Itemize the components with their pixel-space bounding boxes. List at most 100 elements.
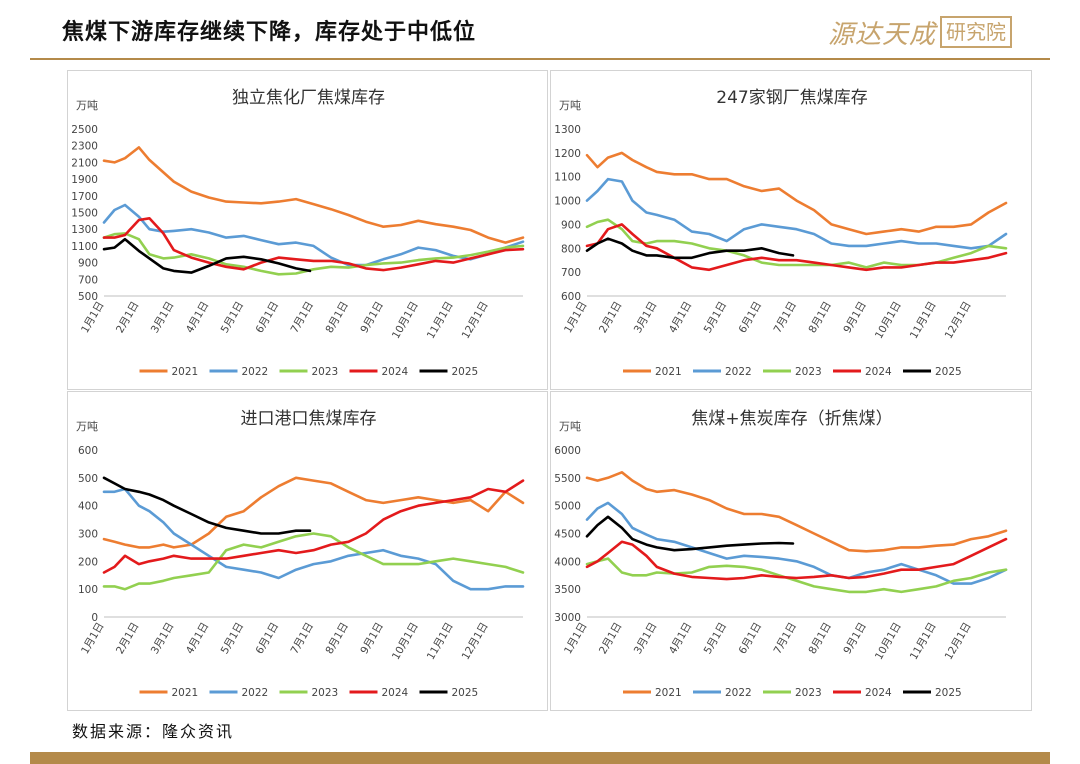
y-tick-label: 1500 [71,208,98,220]
legend-label-2023: 2023 [795,687,822,699]
y-tick-label: 1000 [554,196,581,208]
x-tick-label: 2月1日 [114,300,142,336]
x-tick-label: 5月1日 [219,621,247,657]
y-tick-label: 2300 [71,141,98,153]
x-tick-label: 5月1日 [219,300,247,336]
x-tick-label: 2月1日 [597,621,625,657]
legend-label-2022: 2022 [725,366,752,378]
x-tick-label: 3月1日 [149,300,177,336]
y-tick-label: 400 [78,501,98,513]
x-tick-label: 11月1日 [908,621,939,663]
series-line-2021 [585,471,1008,553]
y-tick-label: 5000 [554,501,581,513]
x-tick-label: 12月1日 [460,300,491,342]
x-tick-label: 4月1日 [667,621,695,657]
series-line-2022 [585,501,1008,585]
x-tick-label: 1月1日 [79,621,107,657]
legend-label-2025: 2025 [452,687,479,699]
y-tick-label: 200 [78,556,98,568]
chart-panel-total-inventory: 焦煤+焦炭库存（折焦煤） 万吨 3000 3500 4000 4500 5000 5500 60… [550,391,1032,711]
x-tick-label: 6月1日 [737,300,765,336]
legend-label-2024: 2024 [382,687,409,699]
y-unit-label: 万吨 [559,420,581,433]
series-line-2024 [102,479,525,574]
y-tick-label: 0 [91,612,98,624]
legend-label-2023: 2023 [312,366,339,378]
x-tick-label: 10月1日 [873,300,904,342]
x-tick-label: 9月1日 [358,621,386,657]
y-tick-label: 4500 [554,529,581,541]
legend-label-2024: 2024 [865,687,892,699]
x-tick-label: 9月1日 [841,300,869,336]
x-tick-label: 8月1日 [323,621,351,657]
y-tick-label: 600 [561,291,581,303]
logo-box-text: 研究院 [940,16,1013,48]
x-tick-label: 3月1日 [632,621,660,657]
series-line-2023 [102,532,525,591]
chart-panel-port-imports: 进口港口焦煤库存 万吨 0 100 200 300 400 500 600 1月1日 2月1日 3月1… [67,391,548,711]
series-line-2025 [585,515,795,552]
y-tick-label: 1200 [554,148,581,160]
legend-label-2023: 2023 [795,366,822,378]
x-tick-label: 10月1日 [390,300,421,342]
legend-label-2023: 2023 [312,687,339,699]
legend-label-2024: 2024 [382,366,409,378]
x-tick-label: 2月1日 [114,621,142,657]
y-tick-label: 600 [78,445,98,457]
page-title: 焦煤下游库存继续下降，库存处于中低位 [62,20,477,45]
series-line-2021 [102,146,525,244]
y-tick-label: 1700 [71,191,98,203]
series-line-2024 [102,217,525,272]
series-line-2021 [102,476,525,549]
legend-label-2024: 2024 [865,366,892,378]
y-tick-label: 3000 [554,612,581,624]
y-tick-label: 800 [561,243,581,255]
y-tick-label: 500 [78,291,98,303]
x-tick-label: 11月1日 [908,300,939,342]
series-line-2024 [585,223,1008,272]
x-tick-label: 7月1日 [289,300,317,336]
x-tick-label: 9月1日 [358,300,386,336]
legend-label-2022: 2022 [242,366,269,378]
y-tick-label: 5500 [554,473,581,485]
y-tick-label: 6000 [554,445,581,457]
legend-label-2022: 2022 [725,687,752,699]
legend-label-2021: 2021 [172,366,199,378]
series-line-2025 [102,476,312,535]
x-tick-label: 8月1日 [323,300,351,336]
x-tick-label: 12月1日 [460,621,491,663]
x-tick-label: 4月1日 [184,300,212,336]
series-line-2022 [585,177,1008,250]
y-tick-label: 1300 [71,224,98,236]
legend-label-2021: 2021 [172,687,199,699]
y-tick-label: 900 [561,219,581,231]
x-tick-label: 12月1日 [943,300,974,342]
x-tick-label: 3月1日 [632,300,660,336]
legend-label-2021: 2021 [655,366,682,378]
y-tick-label: 700 [561,267,581,279]
x-tick-label: 6月1日 [254,300,282,336]
series-line-2023 [102,232,525,276]
x-tick-label: 10月1日 [873,621,904,663]
x-tick-label: 6月1日 [737,621,765,657]
legend-label-2025: 2025 [935,687,962,699]
y-tick-label: 4000 [554,556,581,568]
x-tick-label: 7月1日 [772,300,800,336]
series-line-2023 [585,557,1008,594]
y-tick-label: 1300 [554,124,581,136]
footer-bar [30,752,1050,764]
x-tick-label: 12月1日 [943,621,974,663]
y-tick-label: 1900 [71,174,98,186]
y-unit-label: 万吨 [76,420,98,433]
x-tick-label: 8月1日 [806,300,834,336]
x-tick-label: 11月1日 [425,621,456,663]
x-tick-label: 4月1日 [667,300,695,336]
x-tick-label: 7月1日 [289,621,317,657]
chart-total-inventory-svg: 焦煤+焦炭库存（折焦煤） 万吨 3000 3500 4000 4500 5000 5500 60… [554,409,1008,699]
y-tick-label: 100 [78,584,98,596]
series-line-2025 [585,237,795,260]
x-tick-label: 4月1日 [184,621,212,657]
